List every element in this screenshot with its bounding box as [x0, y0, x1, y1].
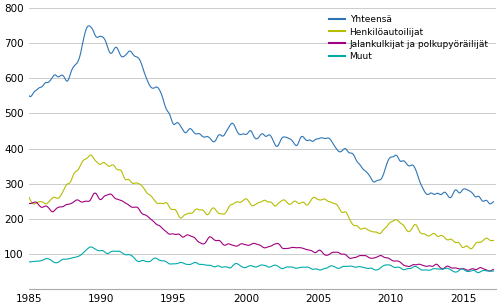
- Yhteensä: [26, 94, 32, 97]
- Muut: [88, 245, 94, 249]
- Jalankulkijat ja polkupyöräilijät: [301, 247, 307, 250]
- Muut: [301, 265, 307, 269]
- Muut: [26, 260, 32, 264]
- Henkilöautoilijat: [276, 200, 282, 204]
- Muut: [212, 265, 218, 269]
- Jalankulkijat ja polkupyöräilijät: [276, 243, 282, 247]
- Jalankulkijat ja polkupyöräilijät: [487, 269, 493, 273]
- Legend: Yhteensä, Henkilöautoilijat, Jalankulkijat ja polkupyöräilijät, Muut: Yhteensä, Henkilöautoilijat, Jalankulkij…: [326, 13, 492, 63]
- Henkilöautoilijat: [87, 153, 93, 157]
- Jalankulkijat ja polkupyöräilijät: [490, 268, 496, 271]
- Yhteensä: [212, 140, 218, 144]
- Henkilöautoilijat: [212, 207, 218, 210]
- Line: Muut: Muut: [28, 247, 493, 273]
- Muut: [412, 265, 418, 268]
- Muut: [359, 265, 365, 269]
- Yhteensä: [412, 166, 418, 170]
- Yhteensä: [453, 188, 459, 192]
- Jalankulkijat ja polkupyöräilijät: [412, 263, 418, 267]
- Line: Henkilöautoilijat: Henkilöautoilijat: [28, 155, 493, 249]
- Line: Yhteensä: Yhteensä: [28, 26, 493, 204]
- Muut: [490, 269, 496, 273]
- Henkilöautoilijat: [468, 247, 473, 250]
- Henkilöautoilijat: [412, 223, 418, 226]
- Line: Jalankulkijat ja polkupyöräilijät: Jalankulkijat ja polkupyöräilijät: [28, 193, 493, 271]
- Henkilöautoilijat: [359, 227, 365, 231]
- Jalankulkijat ja polkupyöräilijät: [212, 238, 218, 242]
- Yhteensä: [490, 200, 496, 204]
- Jalankulkijat ja polkupyöräilijät: [26, 202, 32, 205]
- Muut: [276, 266, 282, 270]
- Henkilöautoilijat: [453, 241, 459, 245]
- Yhteensä: [276, 140, 282, 144]
- Henkilöautoilijat: [490, 239, 496, 242]
- Jalankulkijat ja polkupyöräilijät: [92, 191, 98, 195]
- Muut: [474, 271, 480, 274]
- Yhteensä: [359, 166, 365, 169]
- Jalankulkijat ja polkupyöräilijät: [359, 254, 365, 257]
- Jalankulkijat ja polkupyöräilijät: [453, 266, 459, 270]
- Muut: [453, 270, 459, 274]
- Yhteensä: [301, 136, 307, 140]
- Henkilöautoilijat: [26, 195, 32, 199]
- Henkilöautoilijat: [301, 201, 307, 204]
- Yhteensä: [86, 24, 92, 28]
- Yhteensä: [487, 202, 493, 206]
